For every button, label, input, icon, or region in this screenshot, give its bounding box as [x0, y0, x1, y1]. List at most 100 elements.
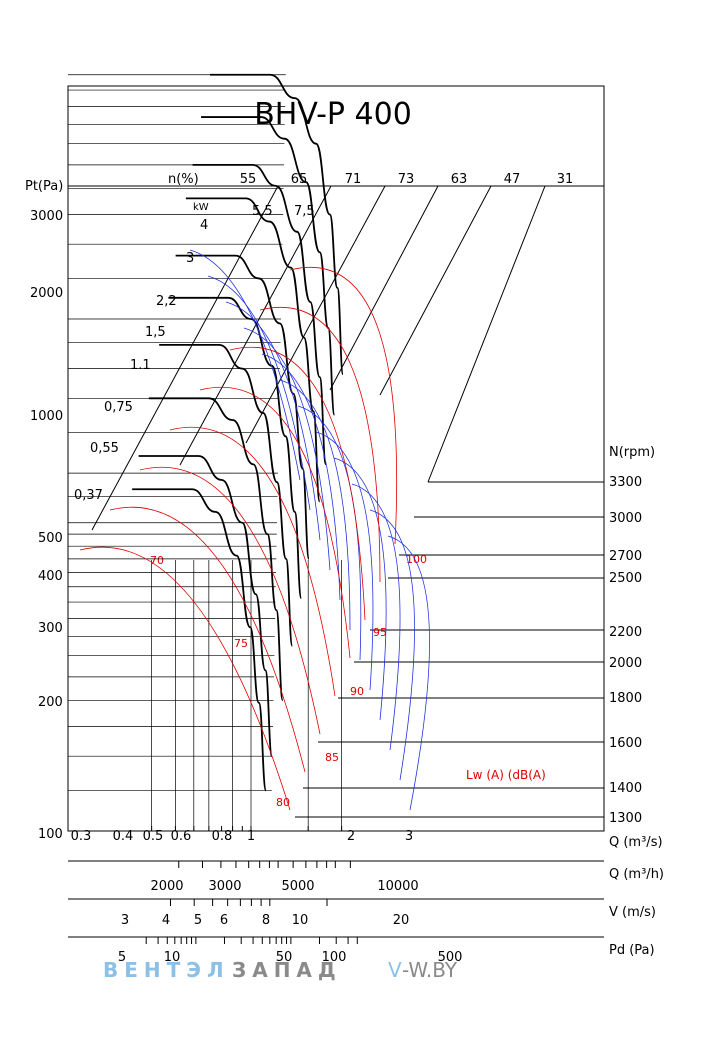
rpm-label: 2200 — [609, 625, 642, 640]
chart-title: BHV-P 400 — [254, 97, 412, 132]
fan-curve-rpm-3000 — [201, 116, 336, 416]
rpm-label: 1800 — [609, 691, 642, 706]
sound-isoline — [229, 346, 366, 621]
rpm-label: 3000 — [609, 511, 642, 526]
q-m3s-tick: 3 — [405, 829, 413, 844]
power-label: 1,5 — [145, 325, 166, 340]
q-m3s-tick: 0.6 — [171, 829, 192, 844]
efficiency-isoline — [351, 483, 401, 751]
efficiency-isoline — [333, 457, 387, 721]
q-m3s-ticks: 0.3 0.4 0.5 0.6 0.8 1 2 3 — [71, 829, 413, 844]
fan-curve-rpm-1800 — [159, 344, 294, 647]
efficiency-diagonal — [329, 185, 439, 391]
v-tick: 6 — [220, 913, 228, 928]
rpm-label: 1300 — [609, 811, 642, 826]
sound-isoline — [79, 546, 291, 811]
q-m3s-tick: 0.3 — [71, 829, 92, 844]
y-axis-label: Pt(Pa) — [25, 179, 63, 194]
efficiency-value: 31 — [557, 172, 574, 187]
efficiency-isoline — [387, 535, 430, 811]
fan-curve-rpm-1400 — [138, 455, 273, 758]
power-label: 0,55 — [90, 441, 119, 456]
fan-curve-rpm-3300 — [210, 73, 344, 376]
pd-tick: 500 — [438, 950, 463, 965]
y-tick-label: 100 — [38, 827, 63, 842]
efficiency-isoline — [225, 301, 321, 541]
sound-level-label: 85 — [325, 751, 339, 764]
y-tick-label: 3000 — [30, 209, 63, 224]
sound-isoline — [259, 306, 381, 583]
sound-level-label: 90 — [350, 685, 364, 698]
efficiency-isoline — [369, 509, 415, 781]
efficiency-isoline — [243, 327, 331, 571]
power-label: 4 — [200, 218, 208, 233]
v-axis-label: V (m/s) — [609, 905, 656, 920]
q-m3s-axis-label: Q (m³/s) — [609, 835, 663, 850]
pd-ticks: 5 10 50 100 500 — [118, 950, 463, 965]
fan-curve-rpm-2200 — [175, 254, 310, 560]
grid-lines — [68, 74, 343, 831]
efficiency-isoline — [279, 379, 351, 631]
y-tick-label: 300 — [38, 621, 63, 636]
sound-legend-label: Lw (A) (dB(A) — [466, 768, 546, 782]
efficiency-diagonal — [179, 185, 332, 466]
pd-tick: 100 — [322, 950, 347, 965]
rpm-label: 1400 — [609, 781, 642, 796]
power-label: 0,37 — [74, 488, 103, 503]
q-m3s-tick: 2 — [347, 829, 355, 844]
q-m3h-tick: 3000 — [208, 879, 241, 894]
efficiency-diagonal — [427, 185, 546, 483]
efficiency-value: 65 — [291, 172, 308, 187]
bottom-axis-minor-ticks — [145, 826, 358, 944]
sound-isoline — [169, 426, 336, 697]
q-m3h-axis-label: Q (m³/h) — [609, 867, 664, 882]
power-label: 0,75 — [104, 400, 133, 415]
sound-isoline — [199, 386, 351, 659]
efficiency-diagonal — [379, 185, 492, 396]
q-m3s-tick: 0.8 — [212, 829, 233, 844]
rpm-axis-label: N(rpm) — [609, 445, 655, 460]
pd-tick: 5 — [118, 950, 126, 965]
y-tick-label: 400 — [38, 569, 63, 584]
power-label: 2,2 — [156, 294, 177, 309]
v-tick: 3 — [121, 913, 129, 928]
power-label: 3 — [186, 251, 194, 266]
fan-curve-rpm-2500 — [185, 197, 321, 503]
y-tick-label: 2000 — [30, 286, 63, 301]
fan-curves — [79, 73, 430, 811]
sound-level-label: 70 — [150, 554, 164, 567]
pd-tick: 10 — [164, 950, 181, 965]
pd-tick: 50 — [276, 950, 293, 965]
rpm-label: 2500 — [609, 571, 642, 586]
efficiency-value: 63 — [451, 172, 468, 187]
efficiency-value: 55 — [240, 172, 257, 187]
power-label: 7,5 — [294, 204, 315, 219]
fan-curve-rpm-1600 — [148, 397, 284, 702]
sound-isoline — [139, 466, 321, 735]
efficiency-diagonal — [91, 185, 279, 531]
efficiency-values: 55 65 71 73 63 47 31 — [240, 172, 574, 187]
sound-level-label: 95 — [373, 626, 387, 639]
sound-isoline — [289, 266, 398, 545]
y-tick-label: 500 — [38, 531, 63, 546]
v-tick: 8 — [262, 913, 270, 928]
rpm-label: 2000 — [609, 656, 642, 671]
efficiency-value: 47 — [504, 172, 521, 187]
q-m3h-tick: 10000 — [377, 879, 418, 894]
watermark-brand-gray: ЗАПАД — [232, 958, 342, 982]
q-m3h-ticks: 2000 3000 5000 10000 — [150, 879, 418, 894]
y-tick-label: 1000 — [30, 409, 63, 424]
rpm-label: 1600 — [609, 736, 642, 751]
efficiency-isoline — [315, 431, 374, 691]
v-tick: 5 — [194, 913, 202, 928]
sound-level-label: 100 — [406, 553, 427, 566]
watermark-site: -W.BY — [402, 958, 458, 982]
power-labels: 7,5 5,5 4 3 2,2 1,5 1.1 0,75 0,55 0,37 — [74, 204, 315, 503]
pd-axis-label: Pd (Pa) — [609, 943, 655, 958]
rpm-labels: 3300 3000 2700 2500 2200 2000 1800 1600 … — [609, 475, 642, 826]
fan-curve-rpm-2000 — [168, 296, 303, 600]
rpm-label: 3300 — [609, 475, 642, 490]
v-tick: 4 — [162, 913, 170, 928]
q-m3h-tick: 2000 — [150, 879, 183, 894]
